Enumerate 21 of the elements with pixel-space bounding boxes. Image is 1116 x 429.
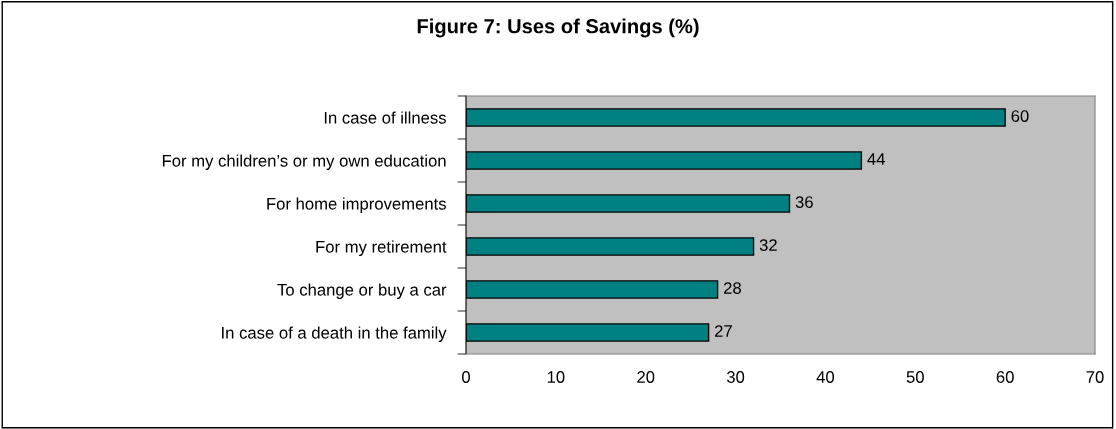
data-label: 44 [867, 153, 885, 165]
y-tick-label: For home improvements [267, 197, 446, 213]
x-tick-label: 70 [1086, 371, 1104, 383]
x-tick-label: 20 [637, 371, 655, 383]
x-tick-label: 0 [462, 371, 470, 383]
data-label: 27 [715, 325, 732, 337]
x-tick-label: 30 [726, 371, 745, 383]
x-tick-label: 50 [906, 371, 924, 383]
data-label: 28 [723, 282, 741, 294]
x-tick-label: 60 [996, 371, 1014, 383]
y-tick-label: For my retirement [316, 240, 447, 256]
data-label: 32 [759, 239, 777, 251]
data-label: 36 [795, 196, 813, 208]
y-tick-label: To change or buy a car [277, 283, 447, 299]
data-label: 60 [1011, 110, 1029, 122]
x-tick-label: 10 [547, 371, 565, 383]
y-tick-label: In case of illness [324, 111, 446, 124]
y-tick-label: For my children’s or my own education [162, 154, 446, 170]
x-tick-label: 40 [816, 371, 835, 383]
chart-title: Figure 7: Uses of Savings (%) [417, 18, 699, 38]
y-tick-label: In case of a death in the family [222, 326, 447, 342]
